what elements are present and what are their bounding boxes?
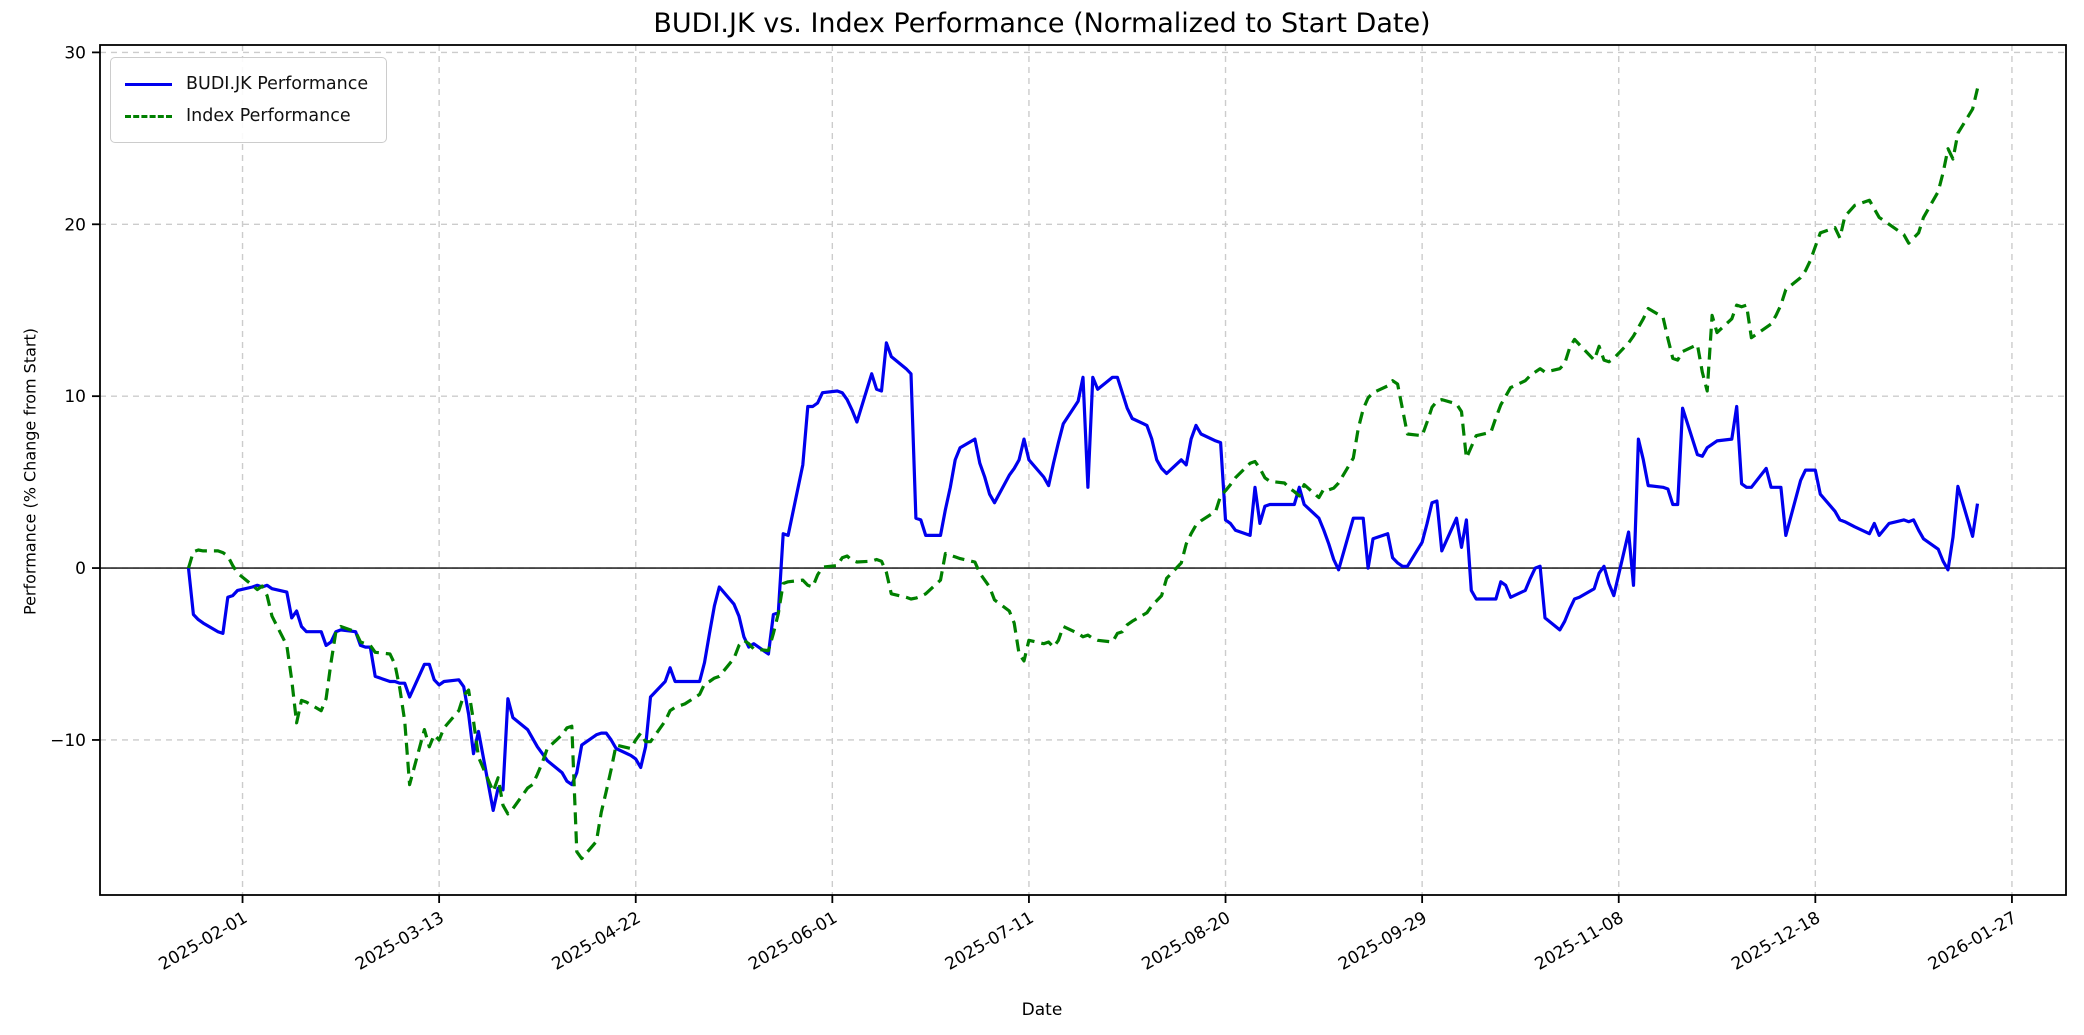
legend-label-budijk: BUDI.JK Performance [186,74,369,94]
legend-item-index: Index Performance [125,100,368,132]
legend: BUDI.JK Performance Index Performance [110,57,388,143]
svg-text:20: 20 [64,215,86,235]
x-axis-label: Date [1021,1000,1063,1020]
svg-text:2025-09-29: 2025-09-29 [1335,908,1431,975]
svg-text:2025-07-11: 2025-07-11 [942,908,1038,975]
svg-text:10: 10 [64,387,86,407]
svg-text:0: 0 [75,559,86,579]
svg-text:2026-01-27: 2026-01-27 [1925,908,2021,975]
y-axis-label: Performance (% Change from Start) [20,328,40,615]
legend-item-budijk: BUDI.JK Performance [125,68,368,100]
svg-text:2025-06-01: 2025-06-01 [745,908,841,975]
svg-text:2025-12-18: 2025-12-18 [1728,908,1824,975]
budijk-line-swatch-icon [125,82,172,86]
svg-text:2025-08-20: 2025-08-20 [1138,908,1234,975]
svg-text:30: 30 [64,43,86,63]
legend-label-index: Index Performance [186,106,351,126]
svg-text:2025-03-13: 2025-03-13 [352,908,448,975]
svg-text:2025-02-01: 2025-02-01 [155,908,251,975]
svg-text:−10: −10 [50,731,86,751]
index-line-swatch-icon [125,114,172,118]
svg-text:2025-04-22: 2025-04-22 [549,908,645,975]
svg-text:2025-11-08: 2025-11-08 [1532,908,1628,975]
chart-title: BUDI.JK vs. Index Performance (Normalize… [653,8,1431,39]
